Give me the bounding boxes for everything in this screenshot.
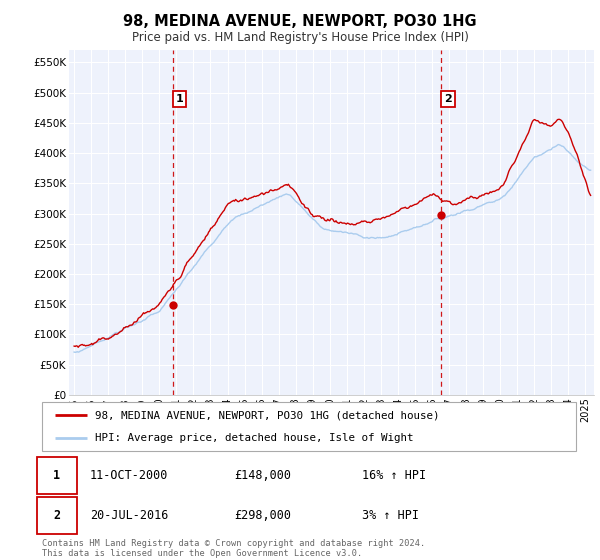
Text: 16% ↑ HPI: 16% ↑ HPI [362,469,427,482]
Text: 11-OCT-2000: 11-OCT-2000 [90,469,169,482]
Text: 98, MEDINA AVENUE, NEWPORT, PO30 1HG (detached house): 98, MEDINA AVENUE, NEWPORT, PO30 1HG (de… [95,410,440,421]
FancyBboxPatch shape [37,497,77,534]
FancyBboxPatch shape [37,457,77,494]
Text: 20-JUL-2016: 20-JUL-2016 [90,509,169,522]
Text: 1: 1 [175,94,183,104]
Text: 3% ↑ HPI: 3% ↑ HPI [362,509,419,522]
Text: Contains HM Land Registry data © Crown copyright and database right 2024.
This d: Contains HM Land Registry data © Crown c… [42,539,425,558]
Text: 2: 2 [444,94,452,104]
Text: 2: 2 [53,509,60,522]
Text: £148,000: £148,000 [234,469,291,482]
Text: £298,000: £298,000 [234,509,291,522]
Text: Price paid vs. HM Land Registry's House Price Index (HPI): Price paid vs. HM Land Registry's House … [131,31,469,44]
Text: HPI: Average price, detached house, Isle of Wight: HPI: Average price, detached house, Isle… [95,433,414,444]
FancyBboxPatch shape [42,402,576,451]
Text: 1: 1 [53,469,60,482]
Text: 98, MEDINA AVENUE, NEWPORT, PO30 1HG: 98, MEDINA AVENUE, NEWPORT, PO30 1HG [123,14,477,29]
